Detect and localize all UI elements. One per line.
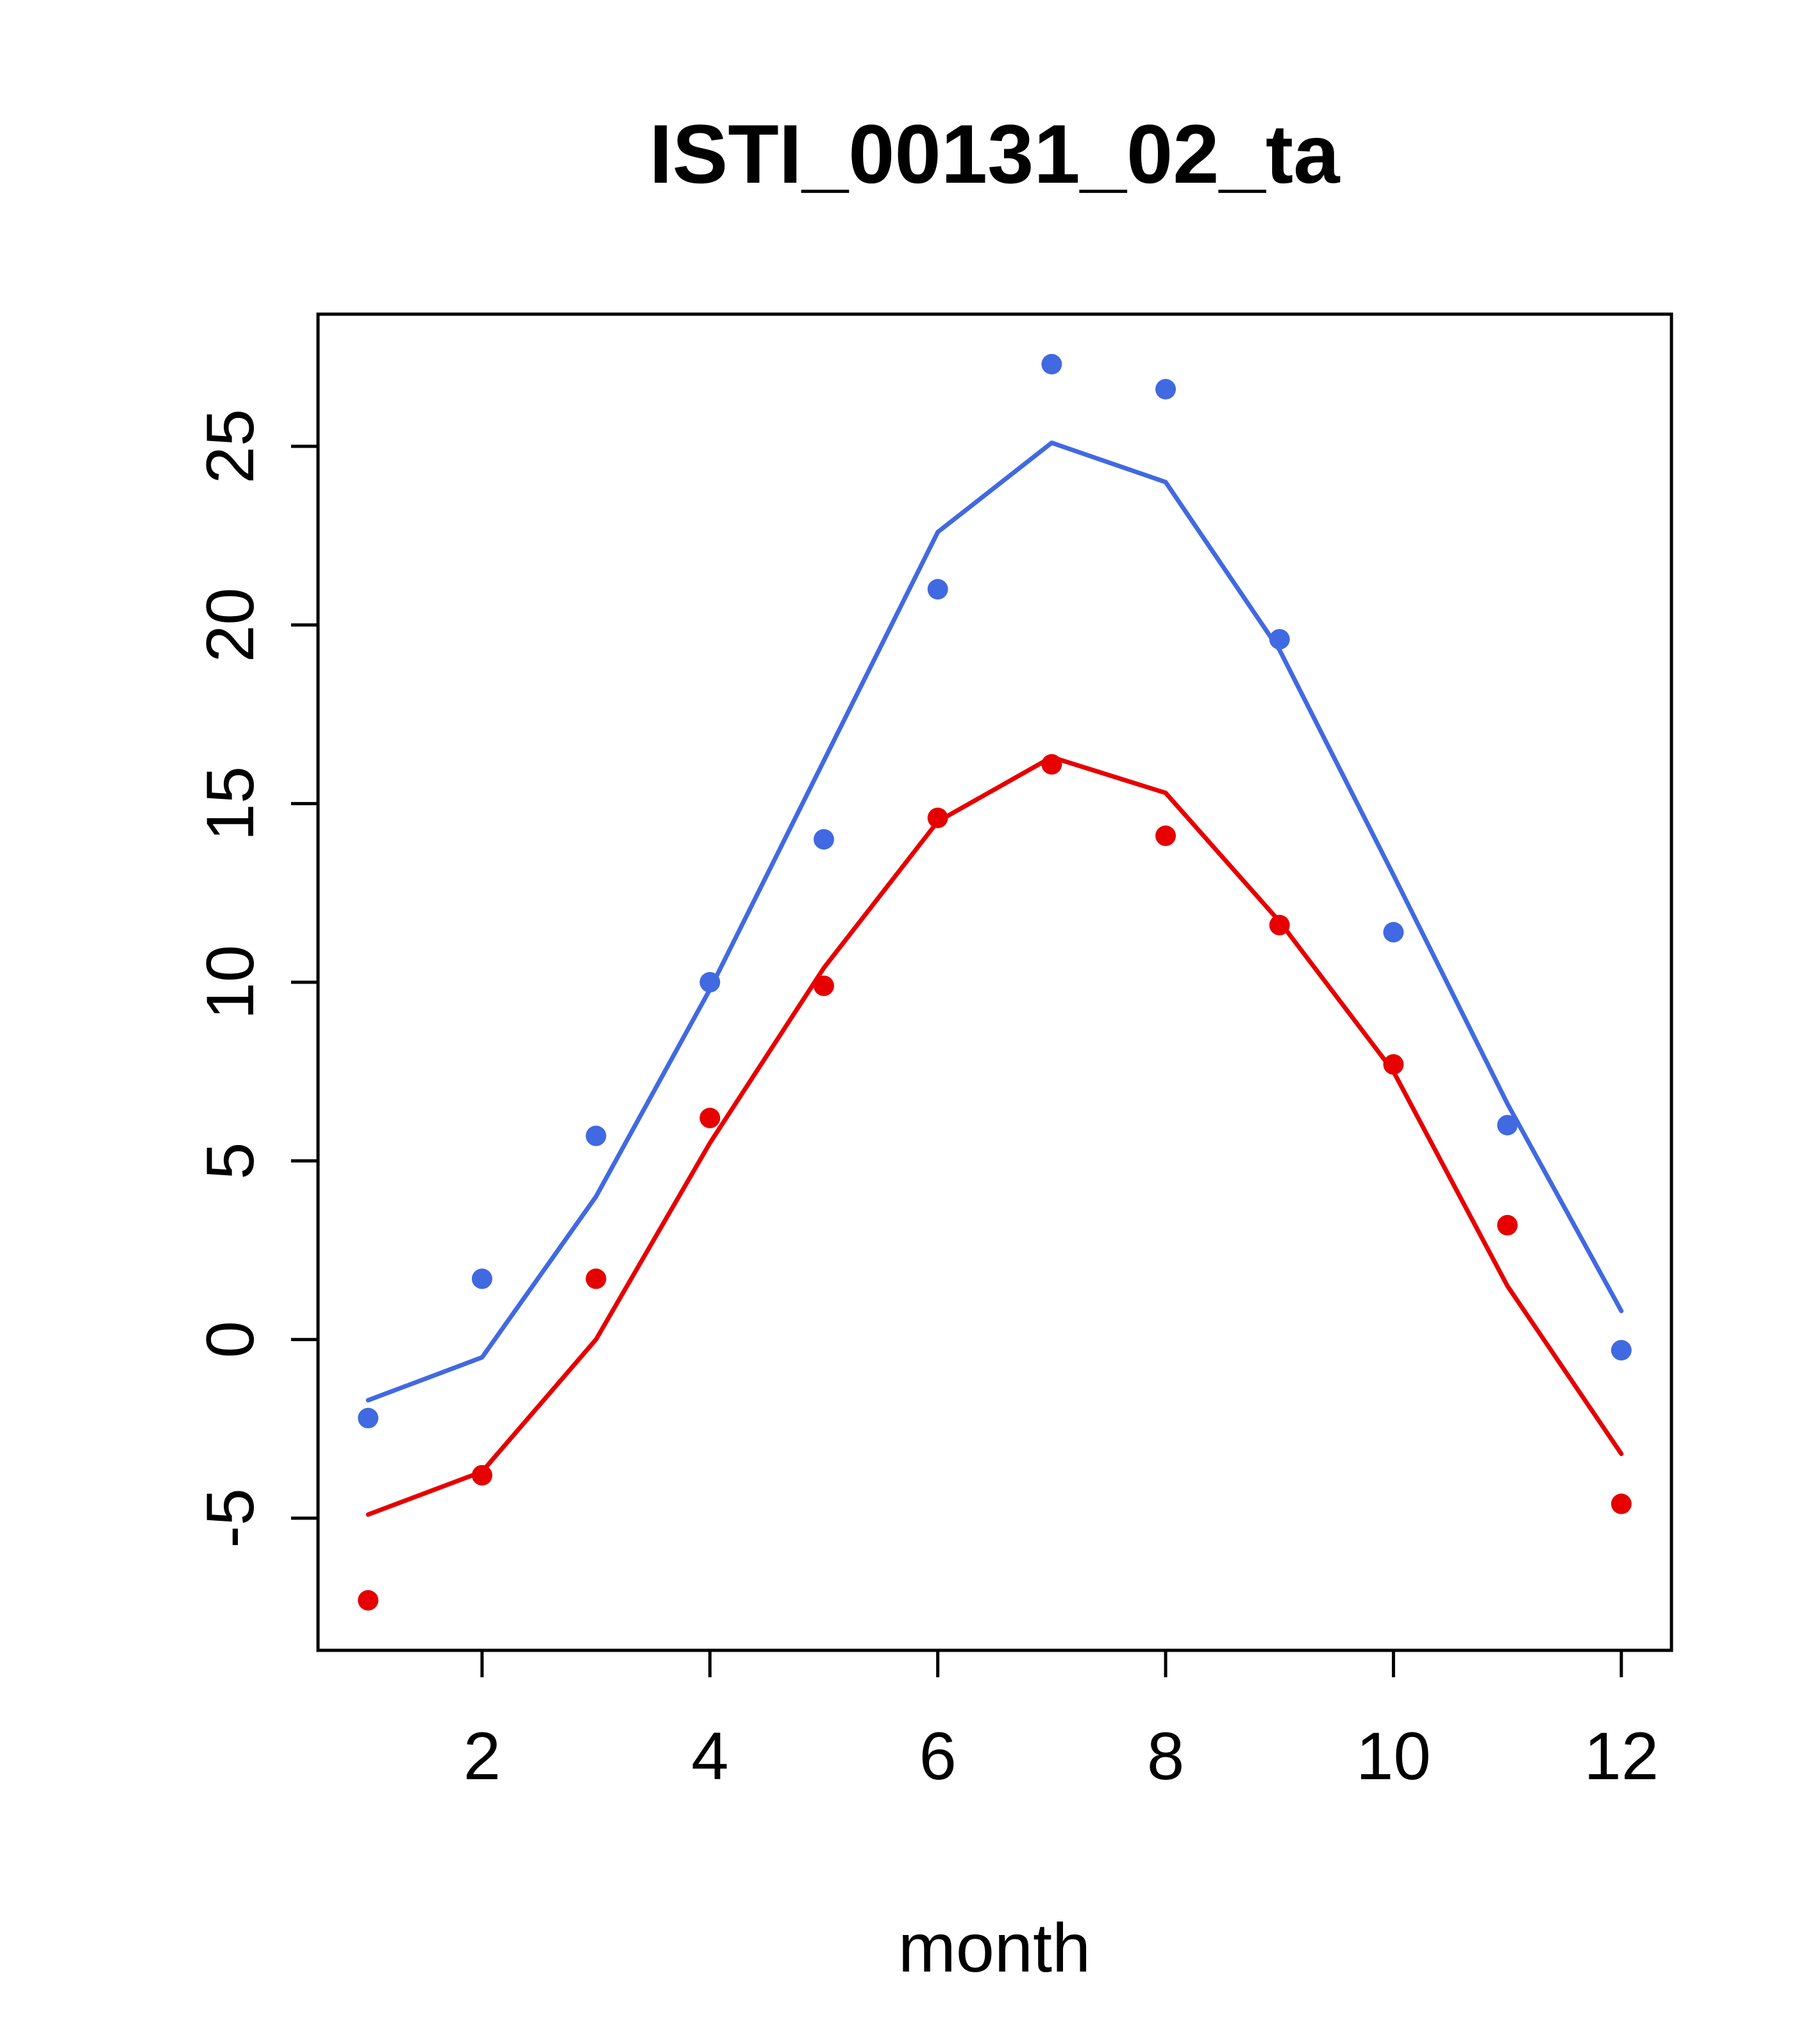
chart-content: 2 4 6 8 10 12 -5 0 5 10 15 20 25 [193,354,1659,1794]
point-red-points [927,807,948,828]
x-axis-label: month [898,1909,1091,1986]
point-blue-points [813,829,834,850]
point-blue-points [585,1125,607,1146]
chart-title: ISTI_00131_02_ta [649,107,1341,201]
point-blue-points [471,1268,492,1289]
point-blue-points [358,1407,379,1428]
point-blue-points [1497,1114,1518,1135]
point-red-points [813,975,834,996]
y-tick-label: 5 [193,1142,268,1179]
y-tick-label: 20 [193,587,268,662]
point-blue-points [1041,354,1062,375]
x-tick-label: 10 [1356,1719,1431,1794]
y-tick-label: 10 [193,945,268,1020]
point-blue-points [1611,1339,1632,1361]
point-blue-points [927,579,948,600]
y-tick-label: -5 [193,1488,268,1548]
point-red-points [1611,1493,1632,1514]
plot-border [316,312,1673,1652]
x-tick-label: 2 [464,1719,501,1794]
series-blue-line [365,440,1624,1403]
point-red-points [1497,1214,1518,1236]
x-tick-label: 12 [1584,1719,1659,1794]
point-red-points [585,1268,607,1289]
point-red-points [1155,825,1176,846]
series-red-line [365,755,1624,1517]
y-tick-label: 0 [193,1321,268,1358]
point-red-points [471,1464,492,1486]
y-tick-label: 15 [193,766,268,841]
point-red-points [699,1107,721,1128]
point-blue-points [1383,921,1404,942]
point-red-points [1383,1054,1404,1075]
point-blue-points [1155,379,1176,400]
x-tick-label: 8 [1147,1719,1184,1794]
y-tick-label: 25 [193,409,268,484]
x-tick-label: 4 [691,1719,728,1794]
point-red-points [358,1589,379,1611]
x-tick-label: 6 [919,1719,956,1794]
